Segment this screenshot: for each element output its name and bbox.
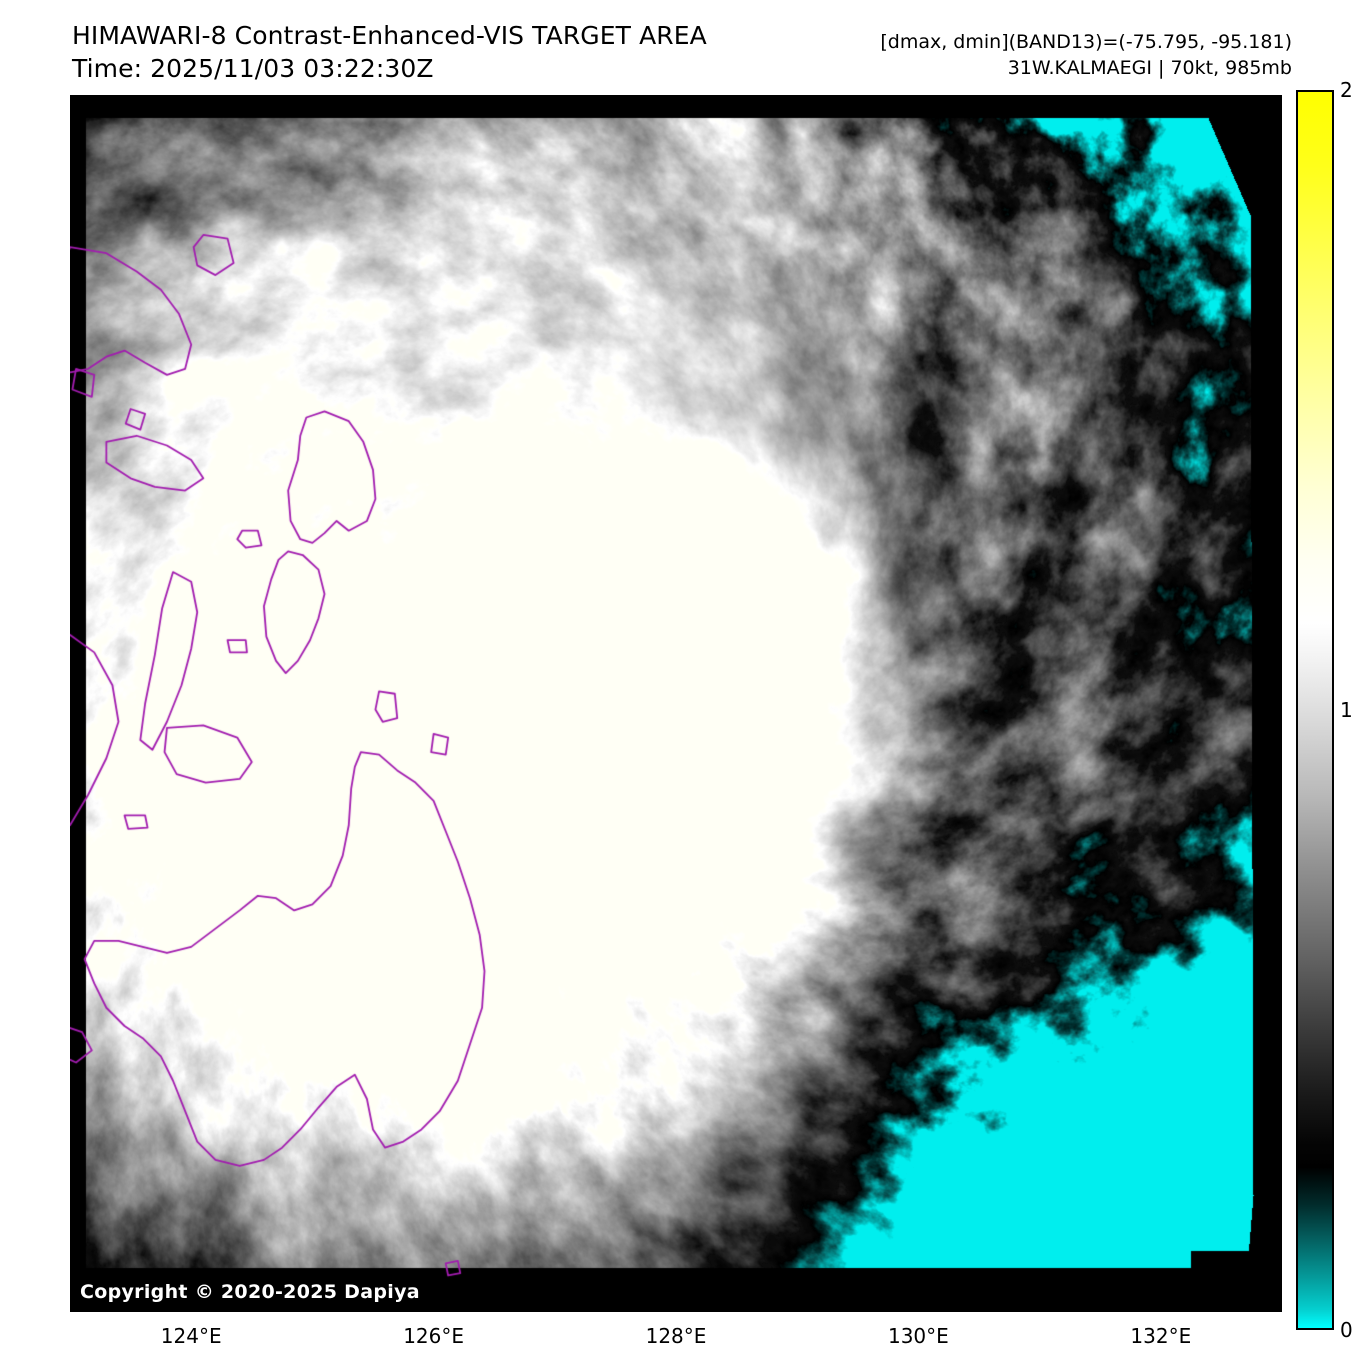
metadata-block: [dmax, dmin](BAND13)=(-75.795, -95.181) …	[880, 30, 1292, 81]
x-tick-label: 128°E	[645, 1324, 707, 1348]
x-tick-label: 124°E	[160, 1324, 222, 1348]
colorbar-tick-label: 0	[1340, 1318, 1353, 1342]
colorbar	[1296, 90, 1334, 1330]
x-tick-label: 130°E	[887, 1324, 949, 1348]
title-line-1: HIMAWARI-8 Contrast-Enhanced-VIS TARGET …	[72, 21, 707, 50]
title-line-2: Time: 2025/11/03 03:22:30Z	[72, 53, 434, 83]
band-range-text: [dmax, dmin](BAND13)=(-75.795, -95.181)	[880, 31, 1292, 53]
colorbar-tick-label: 1	[1340, 698, 1353, 722]
colorbar-tick-label: 2	[1340, 78, 1353, 102]
satellite-image-plot: Copyright © 2020-2025 Dapiya	[70, 95, 1282, 1312]
page-title: HIMAWARI-8 Contrast-Enhanced-VIS TARGET …	[72, 20, 707, 85]
x-tick-label: 132°E	[1130, 1324, 1192, 1348]
satellite-imagery-canvas	[70, 95, 1282, 1312]
copyright-text: Copyright © 2020-2025 Dapiya	[80, 1281, 420, 1303]
storm-info-text: 31W.KALMAEGI | 70kt, 985mb	[1007, 56, 1292, 79]
x-tick-label: 126°E	[403, 1324, 464, 1348]
